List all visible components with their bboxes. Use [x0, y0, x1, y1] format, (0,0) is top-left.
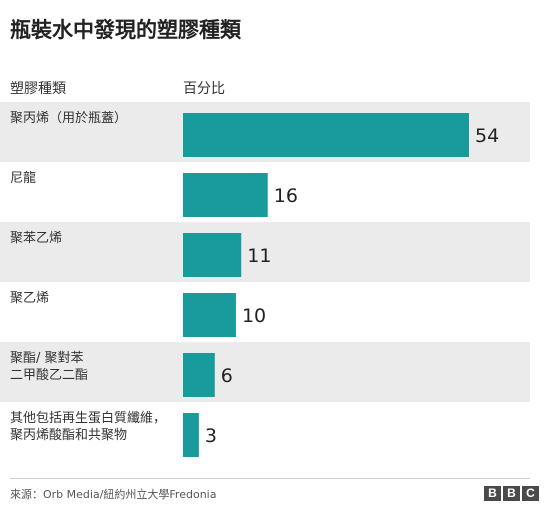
bar-value-label: 6 — [221, 365, 233, 387]
bbc-logo-letter: B — [503, 486, 520, 501]
bar — [183, 233, 242, 277]
category-label: 聚丙烯酸酯和共聚物 — [10, 428, 127, 443]
category-label: 聚苯乙烯 — [10, 231, 62, 246]
bar — [183, 353, 215, 397]
category-label: 尼龍 — [10, 170, 36, 186]
bar — [183, 113, 469, 157]
bar-chart: 54 聚丙烯（用於瓶蓋） 16 尼龍 11 聚苯乙烯 10 聚乙烯 6 聚酯/ 聚對苯二甲酸乙二酯… — [0, 102, 530, 457]
category-label: 聚丙烯（用於瓶蓋） — [10, 110, 127, 126]
bbc-logo-letter: B — [484, 486, 501, 501]
category-label: 二甲酸乙二酯 — [10, 368, 88, 383]
bar — [183, 293, 236, 337]
value-column-header: 百分比 — [183, 81, 225, 97]
bar-value-label: 10 — [242, 305, 266, 327]
row-band — [0, 222, 530, 282]
bar-value-label: 16 — [274, 185, 298, 207]
bar-value-label: 11 — [247, 245, 271, 267]
bbc-logo-letter: C — [522, 486, 539, 501]
chart-title: 瓶裝水中發現的塑膠種類 — [10, 18, 241, 42]
category-label: 聚乙烯 — [10, 291, 49, 306]
bar — [183, 173, 268, 217]
footer-divider — [10, 478, 530, 479]
category-label: 其他包括再生蛋白質纖維， — [10, 410, 166, 426]
bar — [183, 413, 199, 457]
category-label: 聚酯/ 聚對苯 — [10, 351, 84, 366]
category-column-header: 塑膠種類 — [10, 81, 66, 97]
bar-value-label: 3 — [205, 425, 217, 447]
source-note: 來源：Orb Media/紐約州立大學Fredonia — [10, 488, 217, 501]
bar-value-label: 54 — [475, 125, 499, 147]
row-band — [0, 342, 530, 402]
bbc-logo: B B C — [484, 486, 539, 501]
